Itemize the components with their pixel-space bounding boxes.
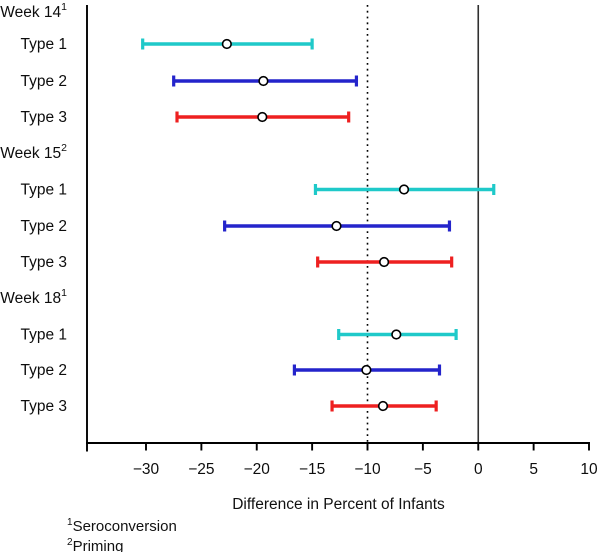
x-tick-label: −30 <box>133 461 160 478</box>
row-label-week-18-type-3: Type 3 <box>20 398 67 415</box>
x-tick-label: 5 <box>529 461 538 478</box>
footnote-text: Priming <box>72 538 124 552</box>
row-label-week-18-type-1: Type 1 <box>20 327 67 344</box>
x-tick-label: −10 <box>354 461 381 478</box>
point-marker-week-15-type-3 <box>379 256 390 268</box>
x-tick-label: −20 <box>244 461 271 478</box>
point-marker-week-18-type-2 <box>361 364 372 376</box>
footnote-priming: 2Priming <box>67 535 177 552</box>
point-marker-week-14-type-3 <box>257 111 268 123</box>
footnote-sup: 2 <box>67 537 73 548</box>
point-marker-week-15-type-1 <box>398 184 410 195</box>
x-tick-label: −5 <box>414 461 432 478</box>
footnote-seroconversion: 1Seroconversion <box>67 515 177 535</box>
row-label-week-14-type-2: Type 2 <box>20 73 67 90</box>
row-label-week-14-type-3: Type 3 <box>20 109 67 126</box>
group-label-week-14: Week 141 <box>0 1 67 21</box>
point-marker-week-14-type-2 <box>258 75 269 87</box>
point-marker-week-18-type-1 <box>391 329 402 340</box>
group-label-week-15: Week 152 <box>0 142 67 162</box>
x-axis-title: Difference in Percent of Infants <box>232 496 445 513</box>
footnote-text: Seroconversion <box>72 518 177 535</box>
x-tick-label: 0 <box>474 461 483 478</box>
group-label-week-18: Week 181 <box>0 287 67 307</box>
x-tick-label: 10 <box>580 461 598 478</box>
row-label-week-18-type-2: Type 2 <box>20 362 67 379</box>
footnote-sup: 1 <box>67 517 73 528</box>
row-label-week-15-type-3: Type 3 <box>20 254 67 271</box>
row-label-week-15-type-2: Type 2 <box>20 218 67 235</box>
footnotes: 1Seroconversion 2Priming <box>67 515 177 552</box>
point-marker-week-18-type-3 <box>377 400 389 412</box>
x-tick-label: −25 <box>188 461 214 478</box>
x-tick-label: −15 <box>299 461 325 478</box>
row-label-week-15-type-1: Type 1 <box>20 182 67 199</box>
point-marker-week-15-type-2 <box>331 220 342 232</box>
row-label-week-14-type-1: Type 1 <box>20 36 67 53</box>
point-marker-week-14-type-1 <box>221 38 232 50</box>
